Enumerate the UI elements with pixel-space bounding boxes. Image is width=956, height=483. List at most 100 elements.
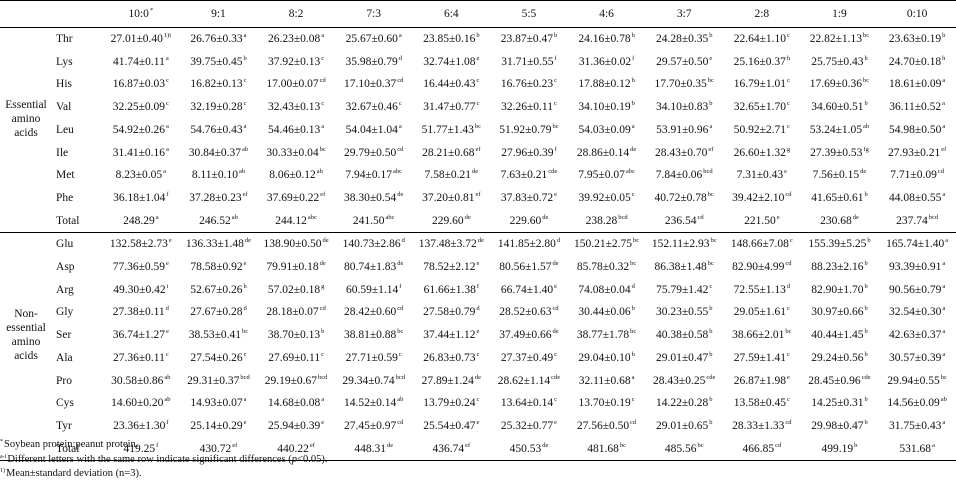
value-cell: 29.01±0.47b (655, 350, 713, 364)
value-cell: 246.52ab (179, 209, 258, 234)
table-row: Val 32.25±0.09c 32.19±0.28c 32.43±0.13c 32.6… (0, 96, 956, 119)
table-row: Asp 77.36±0.59e 78.58±0.92e 79.91±0.18de 80.… (0, 256, 956, 279)
value-cell: 42.63±0.37a (889, 328, 946, 342)
value-cell: 485.56bc (645, 437, 724, 462)
value-cell: 16.76±0.23c (500, 77, 558, 91)
value-cell: 40.44±1.45b (811, 328, 868, 342)
footnote-significance: a-iDifferent letters with the same row i… (0, 453, 328, 465)
value-cell: 80.74±1.83de (343, 260, 404, 274)
value-cell: 25.32±0.77e (500, 418, 558, 432)
amino-acid-name: Val (56, 101, 72, 114)
value-cell: 79.91±0.18de (266, 260, 326, 274)
value-cell: 40.72±0.78bc (654, 190, 714, 204)
value-cell: 8.06±0.12ab (269, 168, 323, 182)
value-cell: 16.87±0.03c (112, 77, 169, 91)
value-cell: 40.38±0.58b (655, 328, 713, 342)
value-cell: 221.50e (723, 209, 801, 234)
value-cell: 236.54cd (645, 209, 724, 234)
value-cell: 23.63±0.19b (888, 32, 946, 45)
value-cell: 152.11±2.93bc (651, 237, 717, 251)
value-cell: 17.70±0.35bc (654, 77, 714, 91)
value-cell: 7.71±0.09cd (890, 168, 944, 182)
value-cell: 18.61±0.09a (889, 77, 946, 91)
table-row: Ile 31.41±0.16a 30.84±0.37ab 30.33±0.04bc 29… (0, 142, 956, 165)
value-cell: 165.74±1.40a (886, 237, 949, 251)
column-header-7-3: 7:3 (334, 0, 413, 28)
amino-acid-name: His (56, 78, 72, 91)
value-cell: 32.25±0.09c (112, 100, 169, 114)
amino-acid-table: 10:0* 9:1 8:2 7:3 6:4 5:5 4:6 3:7 2:8 1:9 0:10 Ess… (0, 0, 956, 462)
value-cell: 34.60±0.51b (811, 100, 868, 114)
amino-acid-name: Gly (56, 306, 74, 319)
value-cell: 23.87±0.47b (500, 32, 558, 45)
value-cell: 37.28±0.23ef (189, 190, 248, 204)
value-cell: 29.19±0.67bcd (264, 373, 328, 387)
value-cell: 75.79±1.42c (656, 282, 713, 296)
value-cell: 14.22±0.28b (655, 396, 713, 410)
column-header-8-2: 8:2 (257, 0, 335, 28)
value-cell: 24.28±0.35b (655, 32, 713, 45)
value-cell: 28.18±0.07cd (266, 305, 326, 319)
value-cell: 88.23±2.16b (811, 260, 868, 274)
group-blank-cell (0, 437, 53, 462)
table-body: Essential amino acids Thr 27.01±0.401)i 26.… (0, 28, 956, 462)
value-cell: 7.94±0.17abc (345, 168, 403, 182)
table-row: Met 8.23±0.05a 8.11±0.10ab 8.06±0.12ab 7.94±… (0, 164, 956, 187)
value-cell: 29.34±0.74bcd (342, 373, 406, 387)
value-cell: 29.04±0.10b (578, 350, 635, 364)
value-cell: 30.44±0.06b (578, 305, 635, 319)
value-cell: 30.57±0.39a (889, 350, 946, 364)
value-cell: 53.91±0.96a (656, 122, 713, 136)
value-cell: 31.36±0.02f (578, 54, 635, 68)
value-cell: 52.67±0.26h (190, 282, 247, 296)
table-row: Pro 30.58±0.86ab 29.31±0.37bcd 29.19±0.67bc… (0, 370, 956, 393)
value-cell: 44.08±0.55a (889, 190, 946, 204)
value-cell: 137.48±3.72de (418, 237, 484, 251)
value-cell: 39.42±2.10cd (732, 190, 792, 204)
value-cell: 24.16±0.78b (578, 32, 635, 45)
value-cell: 54.76±0.43a (190, 122, 247, 136)
value-cell: 32.43±0.13c (267, 100, 325, 114)
value-cell: 90.56±0.79a (889, 282, 946, 296)
value-cell: 93.39±0.91a (889, 260, 946, 274)
value-cell: 54.03±0.09a (578, 122, 635, 136)
value-cell: 229.60de (490, 209, 568, 234)
value-cell: 27.37±0.49c (500, 350, 558, 364)
amino-acid-name: Phe (56, 191, 74, 204)
amino-acid-name: Ile (56, 146, 69, 159)
value-cell: 7.63±0.21cde (500, 168, 558, 182)
value-cell: 238.28bcd (567, 209, 646, 234)
value-cell: 14.60±0.20ab (111, 396, 171, 410)
value-cell: 28.33±1.33cd (732, 418, 792, 432)
value-cell: 38.30±0.54de (343, 190, 404, 204)
group-label: Non-essential amino acids (6, 308, 46, 363)
value-cell: 27.45±0.97cd (343, 418, 404, 432)
value-cell: 66.74±1.40e (500, 282, 558, 296)
value-cell: 7.95±0.07abc (578, 168, 635, 182)
group-label: Essential amino acids (5, 98, 47, 139)
value-cell: 74.08±0.04d (578, 282, 635, 296)
value-cell: 27.96±0.39f (501, 145, 557, 159)
table-row: Tyr 23.36±1.30f 25.14±0.29e 25.94±0.39e 27.4… (0, 415, 956, 438)
value-cell: 32.26±0.11c (501, 100, 557, 114)
value-cell: 148.66±7.08c (730, 237, 793, 251)
amino-acid-name: Ser (56, 329, 72, 342)
value-cell: 419.25f (102, 437, 180, 462)
value-cell: 37.44±1.12e (423, 328, 480, 342)
value-cell: 230.68de (800, 209, 879, 234)
value-cell: 26.83±0.73c (423, 350, 480, 364)
column-header-4-6: 4:6 (567, 0, 646, 28)
value-cell: 29.05±1.61c (733, 305, 790, 319)
value-cell: 27.54±0.26c (190, 350, 247, 364)
value-cell: 25.75±0.43h (811, 54, 868, 68)
value-cell: 54.04±1.04a (345, 122, 402, 136)
value-cell: 481.68bc (567, 437, 646, 462)
value-cell: 51.92±0.79bc (499, 122, 559, 136)
value-cell: 140.73±2.86d (342, 237, 405, 251)
table-row: Gly 27.38±0.11d 27.67±0.28d 28.18±0.07cd 28.… (0, 301, 956, 324)
value-cell: 17.10±0.37cd (343, 77, 404, 91)
table-row: Non-essential amino acids Glu 132.58±2.73e… (0, 233, 956, 363)
value-cell: 14.68±0.08a (267, 396, 325, 410)
table-row: Lys 41.74±0.11a 39.75±0.45b 37.92±0.13c 35.9… (0, 51, 956, 74)
